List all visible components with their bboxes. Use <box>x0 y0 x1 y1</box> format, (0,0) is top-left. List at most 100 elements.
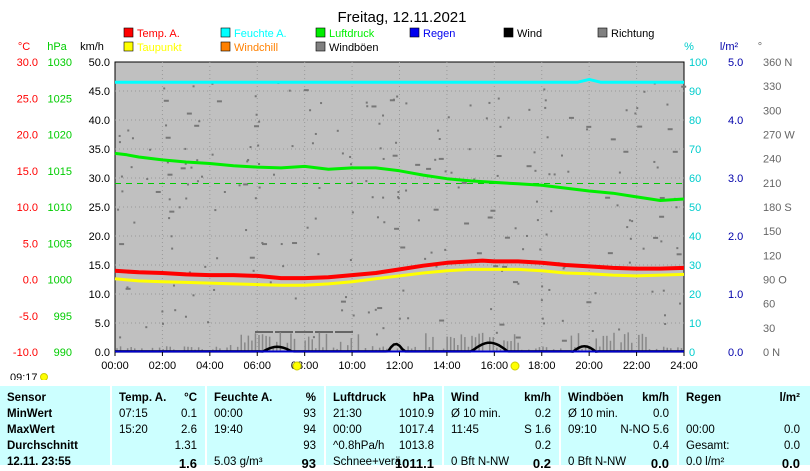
direction-tick-1: 330 <box>763 81 781 93</box>
table-header-0: Sensor <box>7 392 46 404</box>
axis-unit-4: l/m² <box>720 41 739 53</box>
direction-dot <box>636 107 639 110</box>
direction-dot <box>255 113 258 116</box>
direction-dot <box>548 288 551 291</box>
direction-dot <box>424 257 427 260</box>
direction-dot <box>400 246 406 249</box>
direction-dot <box>341 309 344 312</box>
direction-dot <box>309 109 312 112</box>
speed-tick-0: 50.0 <box>89 57 110 69</box>
direction-dot <box>170 235 173 238</box>
direction-dot <box>605 196 611 199</box>
direction-dot <box>496 174 499 177</box>
legend-swatch-7 <box>220 41 231 52</box>
table-cell-5-3-a: 0 Bft N-NW <box>568 456 627 468</box>
direction-dot <box>351 211 354 214</box>
direction-dot <box>167 173 173 176</box>
direction-dot <box>539 248 542 251</box>
direction-dot <box>667 128 673 131</box>
rain-tick-2: 3.0 <box>728 173 743 185</box>
direction-dot <box>262 243 268 246</box>
series-line-3 <box>115 77 684 84</box>
direction-dot <box>426 167 432 170</box>
direction-dot <box>405 102 408 105</box>
direction-dot <box>257 144 260 147</box>
direction-dot <box>543 88 546 91</box>
direction-dot <box>121 190 124 193</box>
table-unit-5: km/h <box>642 392 669 404</box>
direction-dot <box>294 297 297 300</box>
table-cell-1-2-b: 1.31 <box>174 440 197 452</box>
direction-dot <box>499 323 505 326</box>
grid <box>115 62 684 352</box>
gust-bars <box>116 332 683 352</box>
direction-dot <box>464 222 470 225</box>
direction-dot <box>186 183 189 186</box>
series-line-2 <box>114 151 685 202</box>
direction-dot <box>476 252 482 255</box>
direction-dot <box>433 208 439 211</box>
direction-dot <box>382 114 385 117</box>
direction-dot <box>660 240 663 243</box>
x-tick-6: 12:00 <box>386 360 414 372</box>
direction-dot <box>637 125 643 128</box>
direction-dot <box>515 336 521 339</box>
direction-dot <box>651 290 654 293</box>
legend-swatch-3 <box>409 27 420 38</box>
direction-dot <box>145 326 148 329</box>
direction-dot <box>457 186 460 189</box>
legend-label-2: Luftdruck <box>329 28 375 40</box>
direction-dot <box>238 184 241 187</box>
pressure-tick-7: 995 <box>54 311 72 323</box>
x-tick-3: 06:00 <box>243 360 271 372</box>
direction-dot <box>382 327 385 330</box>
direction-dot <box>488 101 491 104</box>
table-cell-5-0-b: 0.0 <box>653 408 669 420</box>
direction-dot <box>626 226 629 229</box>
table-cell-3-3-a: Schnee+verä <box>333 456 402 468</box>
direction-dot <box>504 236 510 239</box>
direction-dot <box>376 216 379 219</box>
pressure-tick-8: 990 <box>54 347 72 359</box>
table-unit-6: l/m² <box>779 392 800 404</box>
x-tick-11: 22:00 <box>623 360 651 372</box>
axis-unit-0: °C <box>18 41 30 53</box>
direction-dot <box>676 247 679 250</box>
direction-dot <box>120 175 123 178</box>
speed-tick-7: 15.0 <box>89 260 110 272</box>
direction-dot <box>473 178 476 181</box>
table-cell-3-0-b: 1010.9 <box>398 408 434 420</box>
humidity-tick-5: 50 <box>689 202 701 214</box>
direction-dot <box>487 216 493 219</box>
table-cell-4-2-b: 0.2 <box>535 440 551 452</box>
speed-tick-8: 10.0 <box>89 289 110 301</box>
table-cell-3-2-a: ^0.8hPa/h <box>333 440 385 452</box>
direction-tick-8: 120 <box>763 250 781 262</box>
direction-dot <box>163 99 169 102</box>
direction-dot <box>314 132 317 135</box>
direction-dot <box>366 105 369 108</box>
direction-dot <box>314 217 317 220</box>
direction-dot <box>161 322 164 325</box>
direction-dot <box>383 221 386 224</box>
temp-tick-7: -5.0 <box>19 311 38 323</box>
direction-tick-4: 240 <box>763 154 781 166</box>
direction-dot <box>392 154 398 157</box>
statistics-table: Sensor MinWert MaxWert Durchschnitt 12.11. 2… <box>0 386 810 471</box>
direction-dot <box>349 259 352 262</box>
table-unit-4: km/h <box>524 392 551 404</box>
direction-dot <box>541 285 544 288</box>
table-cell-1-0-b: 0.1 <box>181 408 197 420</box>
table-cell-6-1-b: 0.0 <box>784 424 800 436</box>
direction-dot <box>350 163 353 166</box>
table-cell-2-0-a: 00:00 <box>214 408 243 420</box>
direction-dot <box>398 317 401 320</box>
direction-dot <box>378 122 381 125</box>
table-cell-3-1-a: 00:00 <box>333 424 362 436</box>
direction-dot <box>382 157 385 160</box>
direction-dot <box>178 206 181 209</box>
direction-tick-2: 300 <box>763 105 781 117</box>
bottom-left-time: 09:17 <box>10 372 38 380</box>
direction-dot <box>664 322 667 325</box>
direction-dot <box>681 85 687 88</box>
